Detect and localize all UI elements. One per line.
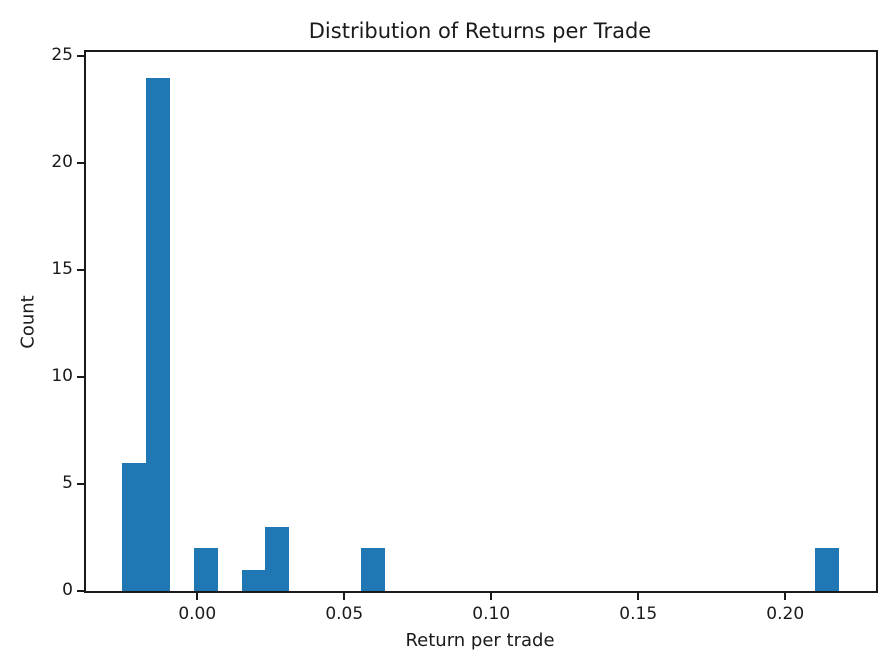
x-tick-label: 0.05 xyxy=(325,604,364,624)
x-tick-mark xyxy=(784,591,787,600)
histogram-bar xyxy=(241,569,266,591)
plot-area: 0.00 0.05 0.10 0.15 0.20 0 5 10 15 20 25 xyxy=(51,45,878,624)
y-tick-mark xyxy=(77,590,84,592)
y-tick-label: 20 xyxy=(51,152,73,173)
y-tick-mark xyxy=(77,269,84,272)
x-tick-label: 0.00 xyxy=(178,604,217,624)
histogram-bar xyxy=(265,526,290,591)
chart-title: Distribution of Returns per Trade xyxy=(308,19,652,43)
histogram-bar xyxy=(815,548,839,591)
x-tick-mark xyxy=(637,591,640,600)
x-tick-mark xyxy=(490,591,493,600)
x-tick-label: 0.15 xyxy=(619,604,658,624)
x-tick-mark xyxy=(343,591,346,600)
y-tick-mark xyxy=(77,162,84,165)
histogram-bar xyxy=(193,548,218,591)
x-axis-label: Return per trade xyxy=(405,630,555,651)
y-tick-label: 5 xyxy=(62,473,73,494)
y-tick-label: 10 xyxy=(51,366,73,387)
y-tick-label: 15 xyxy=(51,259,73,280)
y-tick-mark xyxy=(77,55,84,58)
y-tick-mark xyxy=(77,483,84,486)
y-tick-label: 0 xyxy=(62,580,73,600)
y-tick-label: 25 xyxy=(51,45,73,66)
histogram-bar xyxy=(122,462,146,591)
x-tick-label: 0.20 xyxy=(766,604,805,624)
y-axis-label: Count xyxy=(17,295,39,349)
x-tick-label: 0.10 xyxy=(472,604,511,624)
histogram-bar xyxy=(361,548,385,591)
histogram-bar xyxy=(145,77,170,591)
x-tick-mark xyxy=(196,591,199,600)
y-tick-mark xyxy=(77,376,84,379)
